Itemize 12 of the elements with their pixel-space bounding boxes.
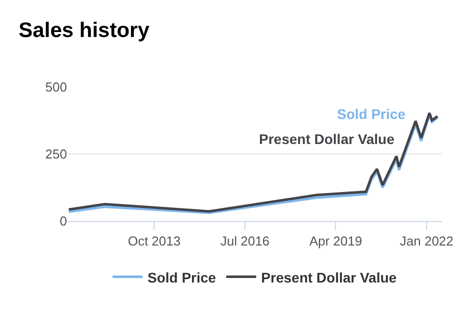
y-tick-label: 500 (45, 80, 67, 95)
text: Sold Price (337, 106, 406, 122)
x-tick-label: Jul 2016 (220, 234, 270, 249)
x-tick-label: Apr 2019 (309, 234, 362, 249)
legend-label: Sold Price (148, 269, 216, 286)
y-tick-label: 250 (45, 146, 67, 162)
text: Present Dollar Value (259, 131, 394, 147)
x-tick-label: Jan 2022 (400, 234, 454, 249)
x-tick-label: Oct 2013 (128, 234, 181, 249)
legend-label: Present Dollar Value (261, 269, 397, 286)
y-tick-label: 0 (60, 214, 67, 229)
chart-title: Sales history (18, 18, 150, 42)
